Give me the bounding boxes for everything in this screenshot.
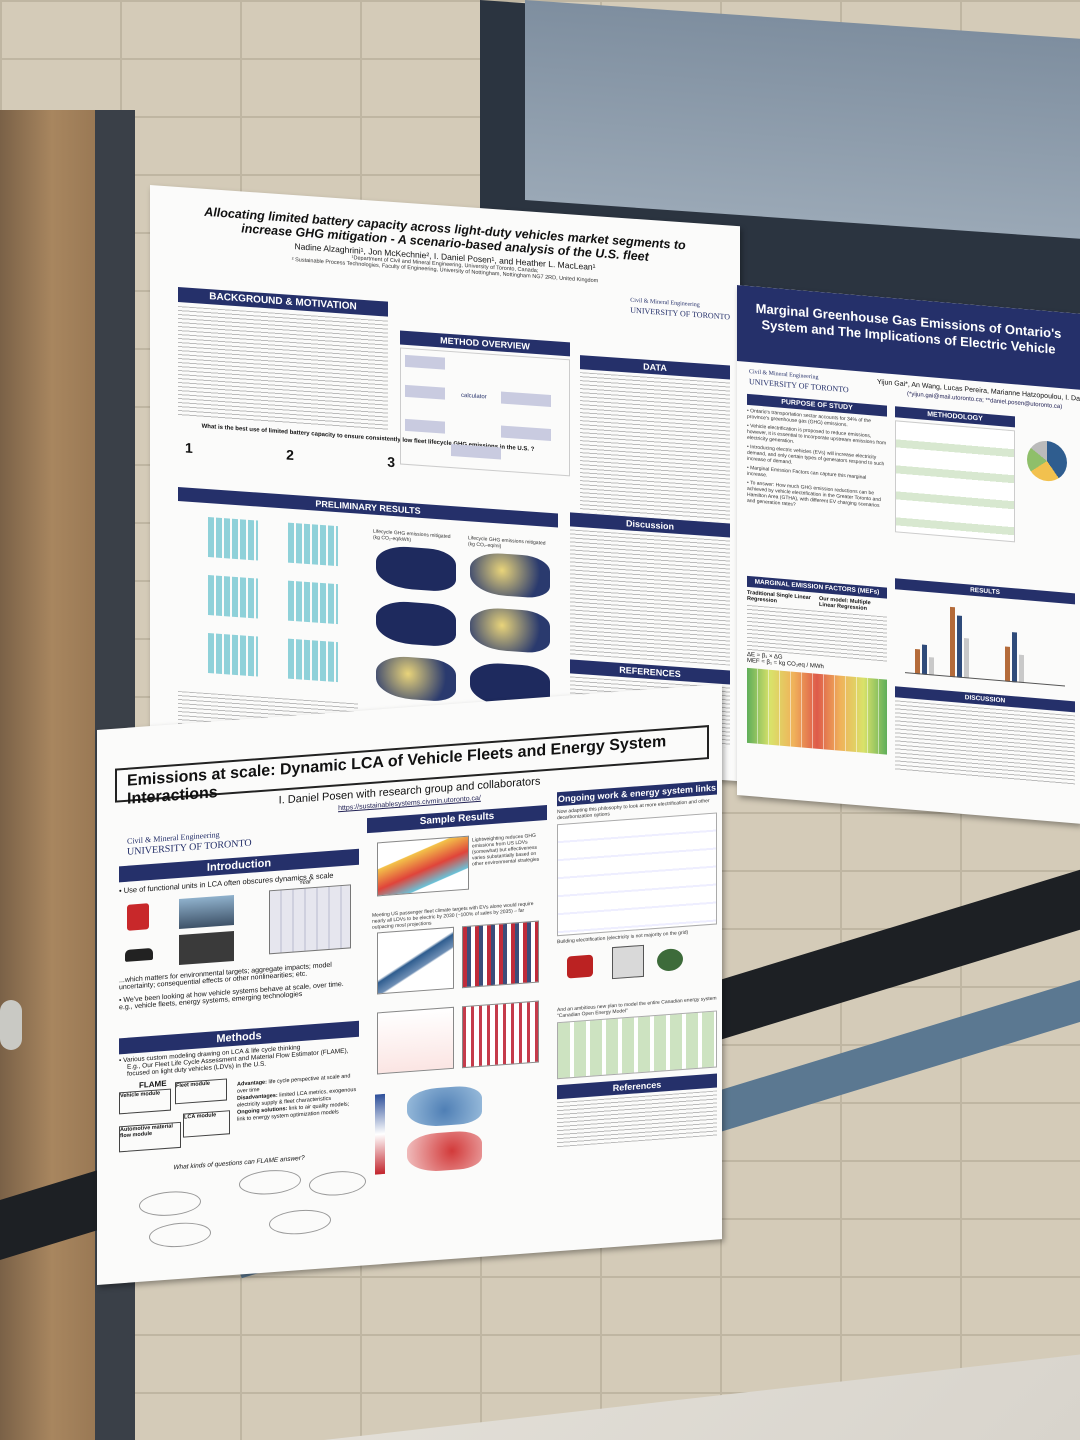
- result-bar: [964, 638, 969, 679]
- energy-model-diagram: [557, 1010, 717, 1080]
- car-icon: [125, 947, 153, 962]
- building-icon: [612, 944, 644, 980]
- poster-a-background-section: BACKGROUND & MOTIVATION: [178, 286, 388, 431]
- result-note-1: Lightweighting reduces GHG emissions fro…: [472, 832, 540, 868]
- flow-box: [405, 354, 445, 370]
- us-map: [470, 606, 550, 654]
- result-bar: [1012, 632, 1017, 683]
- us-map: [376, 544, 456, 593]
- poster-a-data-section: DATA: [580, 355, 730, 523]
- poster-c-discussion-text: [895, 700, 1075, 786]
- poster-c-results-section: RESULTS DISCUSSION: [895, 578, 1075, 786]
- ev-share-bar-chart: [462, 920, 539, 989]
- poster-c-purpose-bullets: • Ontario's transportation sector accoun…: [747, 407, 887, 509]
- flow-box: [501, 425, 551, 442]
- poster-a-results-figures: Lifecycle GHG emissions mitigated (kg CO…: [178, 501, 558, 718]
- poster-b-ongoing-section: Ongoing work & energy system links Now a…: [557, 780, 717, 1148]
- bar-chart: [288, 580, 338, 625]
- result-bar: [922, 644, 927, 675]
- ongoing-network-diagram: [557, 812, 717, 937]
- traffic-photo: [179, 930, 234, 965]
- energy-icons-diagram: [557, 935, 717, 1007]
- us-map: [470, 551, 550, 599]
- mef-heatmap-table: [747, 667, 887, 755]
- ev-fleet-stock-chart: [377, 926, 454, 995]
- poster-b-sample-results-section: Sample Results Lightweighting reduces GH…: [367, 804, 547, 1213]
- poster-b-references-text: [557, 1090, 717, 1148]
- material-flow-line-chart: [377, 1006, 454, 1075]
- bar-chart: [288, 638, 338, 683]
- poster-marginal-emissions-ontario: Marginal Greenhouse Gas Emissions of Ont…: [737, 285, 1080, 824]
- poster-a-question-numbers: 1 2 3: [185, 439, 395, 470]
- lca-module-box: LCA module: [183, 1110, 230, 1138]
- health-map-blue: [407, 1084, 482, 1129]
- poster-a-method-flowchart: calculator: [400, 347, 570, 477]
- result-bar: [929, 657, 934, 676]
- flow-box: [405, 418, 445, 434]
- us-map: [376, 599, 456, 648]
- bar-chart: [208, 633, 258, 677]
- vehicle-icon: [567, 954, 593, 979]
- poster-b-methods-section: Methods • Various custom modeling drawin…: [119, 1020, 366, 1256]
- us-map: [376, 654, 456, 703]
- material-flow-module-box: Automotive material flow module: [119, 1121, 181, 1153]
- vehicle-module-box: Vehicle module: [119, 1088, 171, 1115]
- poster-b-intro-section: Introduction • Use of functional units i…: [119, 848, 359, 1011]
- flow-box: [405, 384, 445, 400]
- calculator-label: calculator: [461, 392, 487, 401]
- fleet-year-matrix: [269, 884, 351, 955]
- poster-b-uoft-logo: Civil & Mineral Engineering UNIVERSITY O…: [127, 827, 252, 858]
- grid-icon: [657, 947, 683, 972]
- pie-chart: [1027, 439, 1067, 483]
- axis-line: [905, 672, 1065, 687]
- question-bubble: [239, 1168, 301, 1197]
- flame-pros-cons: Advantage: life cycle perspective at sca…: [237, 1073, 357, 1124]
- result-bar: [1005, 646, 1010, 682]
- window-pane: [525, 0, 1080, 239]
- poster-a-background-text: [178, 305, 388, 431]
- results-bar-chart: [895, 592, 1075, 697]
- poster-c-methodology-section: METHODOLOGY: [895, 406, 1015, 543]
- material-bar-chart: [462, 1000, 539, 1069]
- question-bubble: [139, 1189, 201, 1218]
- colorbar: [375, 1093, 385, 1175]
- result-bar: [915, 648, 920, 675]
- flame-question-bubbles: [119, 1158, 366, 1256]
- bar-chart: [208, 517, 258, 561]
- poster-c-uoft-logo: Civil & Mineral Engineering UNIVERSITY O…: [749, 368, 849, 394]
- bar-chart: [208, 575, 258, 619]
- question-bubble: [269, 1207, 331, 1237]
- poster-a-method-section: METHOD OVERVIEW calculator: [400, 330, 570, 477]
- question-bubble: [309, 1169, 366, 1198]
- flow-box: [501, 391, 551, 408]
- question-bubble: [149, 1220, 211, 1250]
- city-photo: [179, 894, 234, 929]
- fleet-module-box: Fleet module: [175, 1078, 227, 1105]
- advantage-label: Advantage:: [237, 1079, 267, 1088]
- flame-diagram: FLAME Vehicle module Fleet module Automo…: [119, 1065, 359, 1163]
- fuel-can-icon: [127, 903, 149, 931]
- poster-c-purpose-section: PURPOSE OF STUDY • Ontario's transportat…: [747, 393, 887, 516]
- result-bar: [1019, 654, 1024, 684]
- result-bar: [957, 615, 962, 678]
- health-map-red: [407, 1129, 482, 1174]
- poster-a-discussion-text: [570, 529, 730, 666]
- result-bar: [950, 606, 955, 678]
- question-number-1: 1: [185, 439, 193, 456]
- poster-a-uoft-logo: Civil & Mineral Engineering UNIVERSITY O…: [630, 297, 730, 322]
- door-handle: [0, 1000, 22, 1050]
- poster-c-mef-section: MARGINAL EMISSION FACTORS (MEFs) Traditi…: [747, 575, 887, 755]
- map-label-right: Lifecycle GHG emissions mitigated (kg CO…: [468, 535, 546, 550]
- question-number-2: 2: [286, 446, 294, 464]
- methodology-flowchart: [895, 420, 1015, 543]
- year-axis-label: Year: [299, 879, 312, 887]
- question-number-3: 3: [387, 453, 395, 471]
- flow-box: [451, 444, 501, 460]
- map-label-left: Lifecycle GHG emissions mitigated (kg CO…: [373, 528, 451, 544]
- poster-emissions-at-scale: Emissions at scale: Dynamic LCA of Vehic…: [97, 684, 722, 1285]
- bar-chart: [288, 522, 338, 567]
- lightweighting-area-chart: [377, 835, 469, 897]
- sample-results-figures: Lightweighting reduces GHG emissions fro…: [367, 820, 547, 1213]
- poster-a-data-text: [580, 372, 730, 523]
